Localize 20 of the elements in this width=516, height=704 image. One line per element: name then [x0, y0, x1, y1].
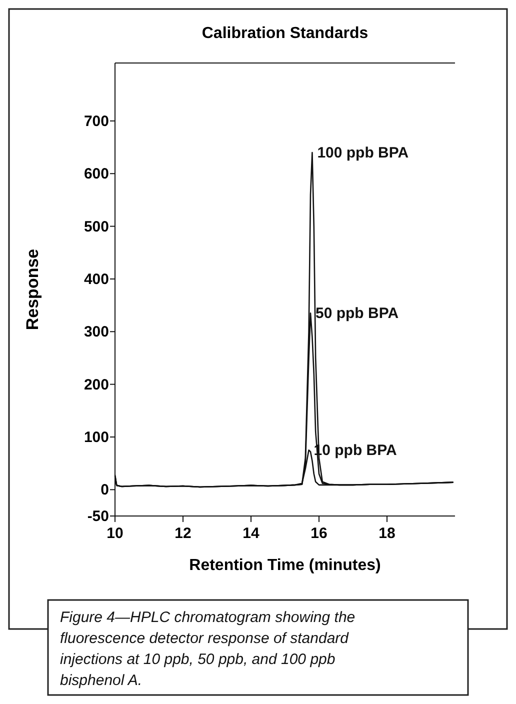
y-tick-label: 500	[84, 218, 109, 236]
y-tick-label: 200	[84, 376, 109, 394]
series-label: 50 ppb BPA	[316, 305, 399, 322]
y-tick-label: 0	[100, 482, 109, 499]
y-axis-title: Response	[23, 248, 42, 330]
x-tick-label: 18	[378, 525, 396, 542]
x-tick-label: 14	[242, 525, 260, 542]
y-tick-label: 700	[84, 112, 109, 130]
y-tick-label: 600	[84, 166, 109, 183]
y-tick-label: 100	[84, 428, 109, 446]
x-tick-label: 10	[106, 525, 124, 542]
chart-title: Calibration Standards	[202, 25, 368, 42]
y-tick-label: 300	[84, 324, 109, 341]
y-tick-label: 400	[84, 270, 109, 288]
x-tick-label: 16	[310, 525, 328, 542]
series-label: 100 ppb BPA	[317, 144, 409, 162]
x-axis-title: Retention Time (minutes)	[189, 557, 381, 574]
y-tick-label: -50	[87, 508, 109, 525]
x-tick-label: 12	[174, 525, 192, 542]
caption: Figure 4—HPLC chromatogram showing the fluorescence detector response of standard injections at 10 ppb, 50 ppb, and 100 ppb bisphenol A.	[60, 609, 356, 689]
